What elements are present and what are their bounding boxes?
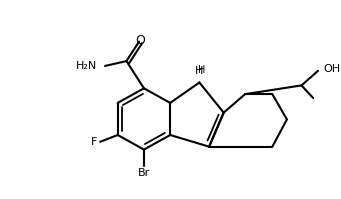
Text: OH: OH xyxy=(323,64,340,74)
Text: Br: Br xyxy=(138,168,150,178)
Text: F: F xyxy=(91,137,97,147)
Text: O: O xyxy=(135,34,145,47)
Text: H₂N: H₂N xyxy=(76,61,97,71)
Text: H: H xyxy=(195,66,204,76)
Text: H: H xyxy=(198,65,205,75)
